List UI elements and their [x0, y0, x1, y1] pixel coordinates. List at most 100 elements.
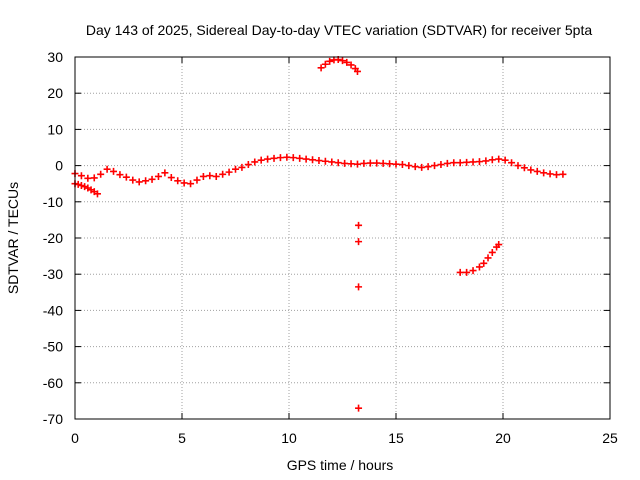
- data-point: [187, 180, 195, 188]
- data-point: [257, 156, 265, 164]
- data-point: [232, 165, 239, 173]
- data-point: [373, 159, 381, 167]
- data-point: [355, 404, 363, 412]
- data-point: [148, 175, 156, 183]
- data-point: [527, 166, 535, 174]
- data-point: [355, 221, 363, 229]
- data-point: [206, 172, 214, 180]
- data-point: [219, 170, 227, 178]
- x-tick-label: 5: [178, 430, 186, 446]
- data-point: [122, 173, 130, 181]
- data-point: [508, 159, 516, 167]
- series-late_arc: [456, 241, 503, 276]
- data-point: [559, 170, 567, 178]
- data-point: [77, 182, 85, 190]
- data-point: [546, 170, 554, 178]
- data-point: [341, 159, 349, 167]
- x-tick-label: 25: [602, 430, 618, 446]
- data-point: [103, 165, 111, 173]
- data-point: [411, 163, 419, 171]
- data-point: [90, 174, 98, 182]
- data-point: [475, 158, 483, 166]
- data-point: [398, 161, 406, 169]
- data-point: [355, 283, 363, 291]
- y-tick-label: -30: [43, 266, 63, 282]
- data-point: [520, 164, 528, 172]
- data-point: [283, 153, 291, 161]
- data-point: [360, 159, 368, 167]
- data-point: [270, 154, 278, 162]
- data-point: [456, 159, 464, 167]
- axis-ticks: 0 5 10 15 20 25 30 20 10 0 -10 -20 -30 -40 -50 -60 -70: [43, 49, 618, 446]
- data-point: [161, 169, 169, 177]
- data-point: [74, 180, 82, 188]
- data-point: [379, 159, 387, 167]
- data-point: [225, 168, 233, 176]
- y-tick-label: -50: [43, 339, 63, 355]
- data-point: [129, 176, 137, 184]
- data-point: [315, 157, 323, 165]
- data-point: [484, 254, 492, 262]
- data-point: [339, 57, 346, 65]
- data-point: [276, 154, 284, 162]
- data-point: [488, 156, 496, 164]
- x-tick-label: 0: [71, 430, 79, 446]
- data-point: [326, 57, 334, 65]
- chart-title: Day 143 of 2025, Sidereal Day-to-day VTE…: [86, 22, 593, 38]
- data-point: [431, 162, 439, 170]
- data-point: [93, 190, 101, 198]
- y-tick-label: 30: [47, 49, 63, 65]
- data-point: [347, 61, 355, 69]
- data-point: [495, 241, 503, 249]
- data-point: [540, 169, 548, 177]
- data-point: [553, 171, 560, 179]
- data-point: [334, 159, 342, 167]
- data-point: [418, 163, 426, 171]
- data-point: [355, 238, 363, 246]
- data-point: [251, 158, 259, 166]
- data-point: [475, 263, 483, 271]
- data-point: [317, 64, 325, 72]
- x-axis-label: GPS time / hours: [287, 457, 394, 473]
- y-tick-label: 10: [47, 121, 63, 137]
- data-point: [480, 259, 488, 267]
- data-point: [353, 67, 361, 75]
- data-point: [533, 167, 541, 175]
- data-point: [302, 155, 310, 163]
- data-point: [469, 158, 477, 166]
- data-point: [514, 162, 522, 170]
- data-point: [495, 155, 503, 163]
- data-point: [482, 157, 490, 165]
- data-point: [116, 171, 124, 179]
- series-noon_arc: [317, 56, 361, 75]
- data-point: [437, 161, 445, 169]
- data-point: [84, 174, 92, 182]
- data-point: [167, 174, 175, 182]
- y-axis-label: SDTVAR / TECUs: [5, 182, 21, 294]
- data-series: [71, 56, 567, 412]
- data-point: [366, 159, 374, 167]
- data-point: [456, 268, 464, 276]
- data-point: [296, 154, 304, 162]
- data-point: [450, 159, 458, 167]
- data-point: [110, 167, 118, 175]
- data-point: [328, 158, 336, 166]
- data-point: [488, 248, 496, 256]
- data-point: [321, 60, 329, 68]
- x-tick-label: 20: [495, 430, 511, 446]
- data-point: [463, 158, 471, 166]
- data-point: [180, 179, 188, 187]
- x-tick-label: 15: [388, 430, 404, 446]
- y-tick-label: -40: [43, 302, 63, 318]
- data-point: [77, 172, 85, 180]
- data-point: [142, 177, 150, 185]
- y-tick-label: 20: [47, 85, 63, 101]
- data-point: [154, 172, 162, 180]
- data-point: [289, 154, 297, 162]
- series-isolated_points: [355, 221, 363, 412]
- data-point: [174, 177, 182, 185]
- data-point: [212, 172, 220, 180]
- data-point: [343, 58, 351, 66]
- data-point: [386, 160, 394, 168]
